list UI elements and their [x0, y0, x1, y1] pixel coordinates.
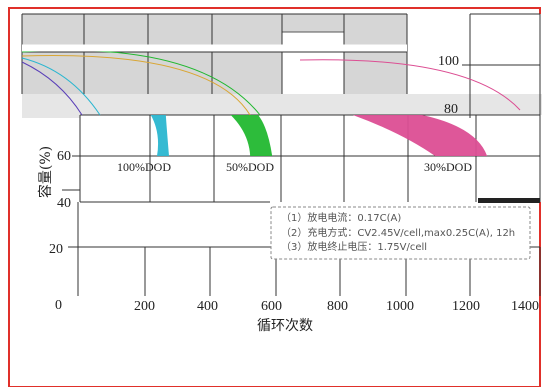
series-area: [230, 115, 273, 156]
condition-line: （3）放电终止电压：1.75V/cell: [281, 240, 427, 253]
x-tick-label: 0: [55, 298, 62, 313]
series-trace: [299, 59, 521, 111]
series-label-100dod: 100%DOD: [117, 160, 171, 174]
test-conditions-box: （1）放电电流：0.17C(A) （2）充电方式：CV2.45V/cell,ma…: [270, 206, 531, 260]
condition-line: （2）充电方式：CV2.45V/cell,max0.25C(A), 12h: [281, 226, 515, 239]
y-tick-label: 80: [444, 102, 458, 117]
x-tick-label: 400: [197, 299, 218, 314]
y-tick-label: 100: [438, 54, 459, 69]
series-trace: [21, 55, 251, 116]
series-area: [352, 115, 488, 156]
x-tick-label: 1000: [386, 299, 414, 314]
x-tick-label: 800: [327, 299, 348, 314]
y-tick-label: 60: [57, 149, 71, 164]
series-trace: [21, 61, 83, 116]
x-tick-label: 1200: [452, 299, 480, 314]
y-tick-label: 20: [49, 242, 63, 257]
series-label-50dod: 50%DOD: [226, 160, 274, 174]
y-axis-title: 容量(%): [37, 146, 54, 198]
plot-area: [80, 115, 542, 202]
upper-band: [22, 14, 407, 94]
decorative-lines: [21, 44, 521, 116]
series-area: [150, 115, 170, 156]
x-axis-title: 循环次数: [257, 318, 313, 334]
condition-line: （1）放电电流：0.17C(A): [281, 211, 401, 224]
x-tick-label: 600: [261, 299, 282, 314]
series-trace: [21, 57, 101, 116]
mid-band: [22, 94, 542, 118]
x-tick-label: 1400: [511, 299, 539, 314]
thick-baseline: [478, 198, 540, 203]
x-tick-label: 200: [134, 299, 155, 314]
series-label-30dod: 30%DOD: [424, 160, 472, 174]
y-tick-label: 40: [57, 196, 71, 211]
series-areas: [150, 115, 488, 156]
